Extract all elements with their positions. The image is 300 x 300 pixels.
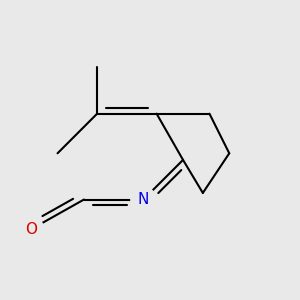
- Circle shape: [19, 217, 44, 242]
- Circle shape: [131, 187, 156, 212]
- Text: N: N: [138, 192, 149, 207]
- Text: O: O: [25, 222, 37, 237]
